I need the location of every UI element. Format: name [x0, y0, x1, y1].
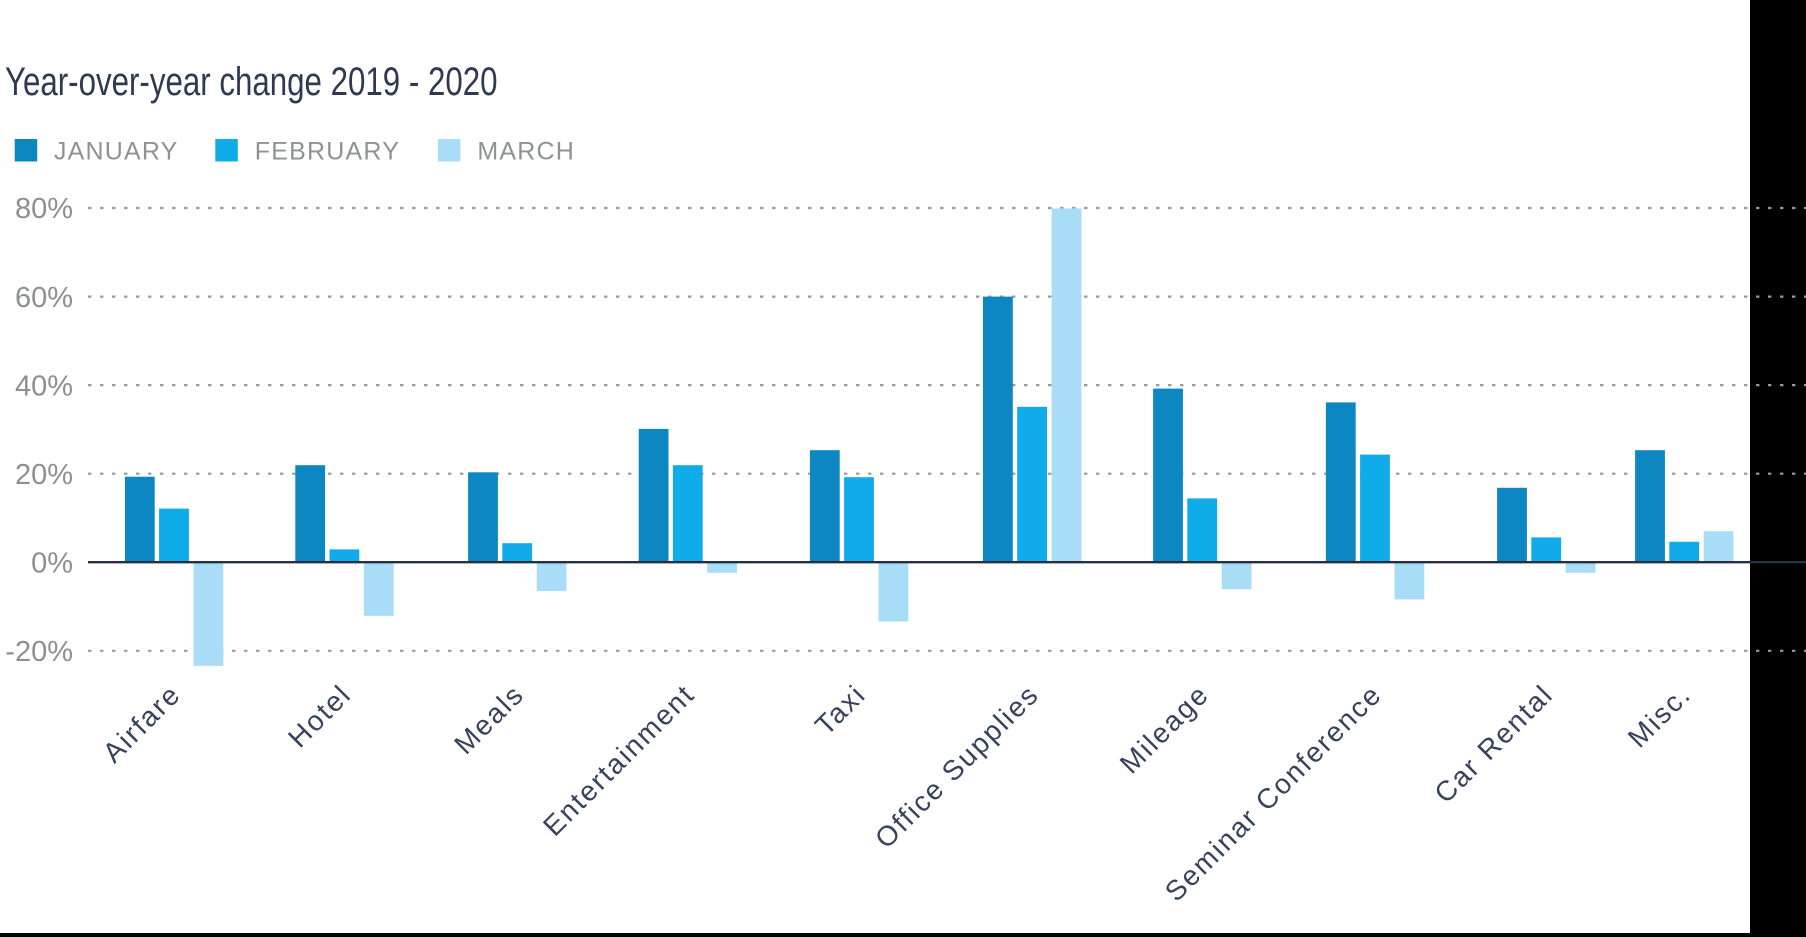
svg-text:-20%: -20% [5, 636, 73, 668]
svg-text:MARCH: MARCH [477, 138, 575, 166]
svg-text:20%: 20% [15, 459, 73, 491]
svg-text:Year-over-year change 2019 - 2: Year-over-year change 2019 - 2020 [5, 59, 498, 104]
svg-text:60%: 60% [15, 282, 73, 314]
svg-text:0%: 0% [31, 547, 73, 579]
svg-text:JANUARY: JANUARY [54, 138, 179, 166]
svg-text:40%: 40% [15, 370, 73, 402]
svg-text:80%: 80% [15, 193, 73, 225]
svg-text:FEBRUARY: FEBRUARY [255, 138, 400, 166]
